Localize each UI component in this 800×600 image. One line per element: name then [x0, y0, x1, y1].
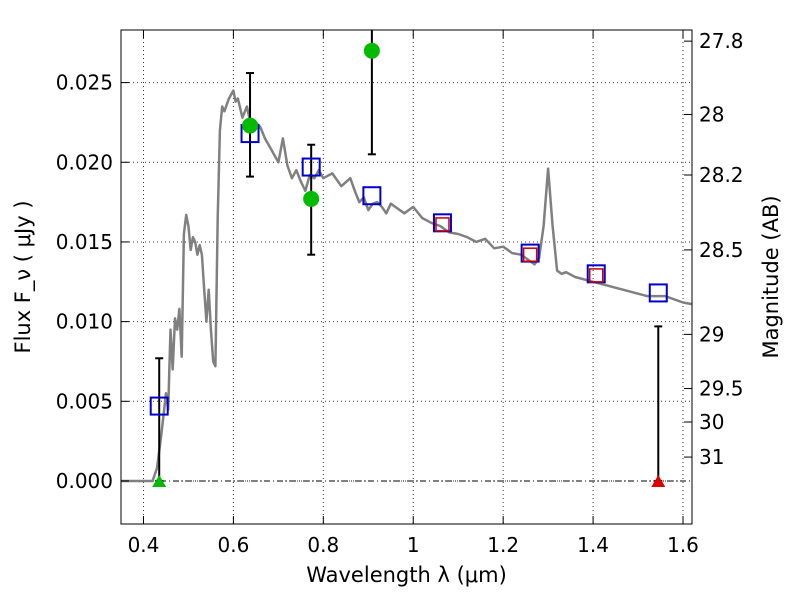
- model-photometry-square: [301, 157, 321, 177]
- right-tick-label: 29.5: [699, 377, 744, 401]
- red-measurement-square: [522, 247, 538, 262]
- x-tick-label: 1.2: [487, 533, 519, 557]
- y-tick-label: 0.015: [56, 230, 113, 254]
- upper-limit-triangle: [152, 474, 167, 487]
- observed-detection-point: [363, 42, 380, 59]
- x-axis-label: Wavelength λ (μm): [306, 563, 507, 587]
- model-photometry-square: [149, 396, 169, 416]
- y-axis-label: Flux F_ν ( μJy ): [11, 200, 36, 353]
- x-tick-label: 1.6: [667, 533, 699, 557]
- x-tick-label: 0.6: [217, 533, 249, 557]
- model-spectrum: [121, 89, 693, 483]
- model-photometry-square: [362, 186, 382, 206]
- right-tick-label: 28: [699, 102, 724, 126]
- right-tick-label: 28.2: [699, 163, 744, 187]
- y-tick-label: 0.010: [56, 310, 113, 334]
- error-bars: [155, 30, 663, 482]
- right-axis-label: Magnitude (AB): [759, 195, 783, 358]
- x-tick-label: 0.8: [307, 533, 339, 557]
- observed-detection-point: [303, 190, 320, 207]
- right-tick-label: 29: [699, 322, 724, 346]
- y-tick-label: 0.005: [56, 389, 113, 413]
- tick-labels: 0.4 0.6 0.8 1 1.2 1.4 1.6 0.000 0.005 0.010 0.015 0…: [56, 29, 744, 557]
- data-points: [149, 42, 668, 487]
- observed-detection-point: [242, 117, 259, 134]
- right-tick-label: 30: [699, 410, 724, 434]
- x-tick-label: 1: [407, 533, 420, 557]
- spectrum-line: [121, 89, 693, 483]
- right-tick-label: 27.8: [699, 29, 744, 53]
- y-tick-label: 0.000: [56, 469, 113, 493]
- red-measurement-square: [435, 217, 450, 232]
- y-tick-label: 0.025: [56, 71, 113, 95]
- x-tick-label: 0.4: [128, 533, 160, 557]
- plot-frame: [120, 29, 693, 525]
- right-tick-label: 28.5: [699, 238, 744, 262]
- axis-ticks: [121, 30, 692, 524]
- x-tick-label: 1.4: [577, 533, 609, 557]
- upper-limit-triangle: [651, 474, 666, 487]
- red-measurement-square: [588, 268, 604, 283]
- right-tick-label: 31: [699, 445, 724, 469]
- grid-lines: [121, 30, 692, 524]
- model-photometry-square: [648, 283, 668, 303]
- y-tick-label: 0.020: [56, 150, 113, 174]
